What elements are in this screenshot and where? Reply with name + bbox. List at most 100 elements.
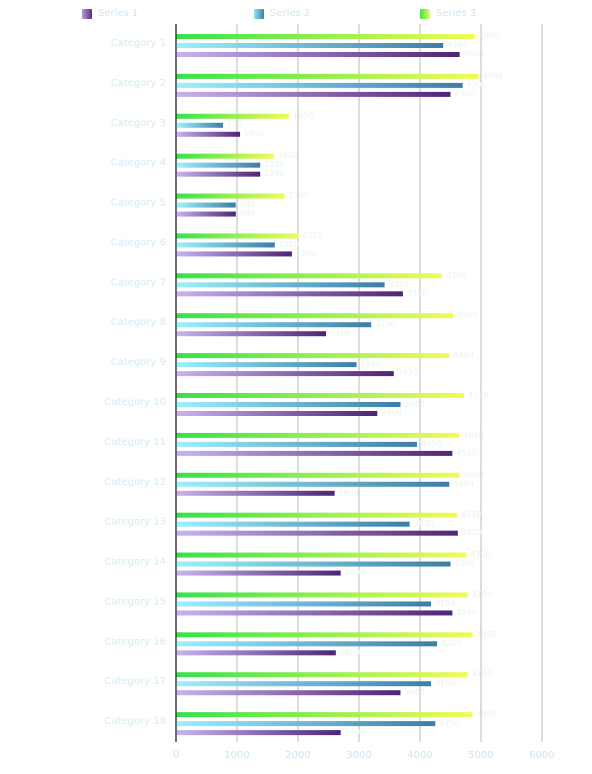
data-label: 4700 xyxy=(467,80,487,89)
bar-series-1-category-16 xyxy=(176,650,336,656)
category-label: Category 2 xyxy=(111,78,166,89)
data-label: 4500 xyxy=(455,89,475,98)
bar-series-3-category-15 xyxy=(176,592,468,598)
bar-series-1-category-12 xyxy=(176,490,335,496)
x-tick-label: 3000 xyxy=(346,750,371,761)
bar-series-3-category-3 xyxy=(176,113,289,119)
data-label: 4360 xyxy=(446,271,466,280)
legend-label-series-1: Series 1 xyxy=(98,8,139,19)
legend-swatch-series-2 xyxy=(254,8,264,19)
category-label: Category 16 xyxy=(104,636,166,647)
bar-series-3-category-1 xyxy=(176,34,475,39)
data-label: 1850 xyxy=(293,111,313,120)
gridlines xyxy=(175,24,543,742)
data-label: 2960 xyxy=(361,360,381,369)
bar-series-2-category-11 xyxy=(176,441,417,447)
category-label: Category 14 xyxy=(104,557,166,568)
legend: Series 1 Series 2 Series 3 xyxy=(0,8,592,26)
data-label: 3830 xyxy=(414,519,434,528)
data-label: 4540 xyxy=(457,311,477,320)
category-label: Category 1 xyxy=(111,38,166,49)
data-label: 3680 xyxy=(404,688,424,697)
data-label: 1900 xyxy=(296,249,316,258)
x-tick-label: 4000 xyxy=(407,750,432,761)
data-label: 4500 xyxy=(455,559,475,568)
data-label: 4960 xyxy=(483,71,503,80)
data-label: 1600 xyxy=(278,151,298,160)
bar-series-3-category-9 xyxy=(176,353,450,359)
data-label: 2460 xyxy=(330,329,350,338)
category-label: Category 7 xyxy=(111,277,166,288)
data-label: 980 xyxy=(240,200,255,209)
bars xyxy=(176,34,479,736)
data-label: 4250 xyxy=(439,719,459,728)
data-label: 1380 xyxy=(264,169,284,178)
bar-series-3-category-2 xyxy=(176,73,479,79)
category-label: Category 12 xyxy=(104,477,166,488)
bar-series-1-category-15 xyxy=(176,610,453,616)
data-label: 2700 xyxy=(345,728,365,737)
category-label: Category 17 xyxy=(104,676,166,687)
labels: 0 1000 2000 3000 4000 5000 6000490043804650Cat… xyxy=(104,32,554,762)
data-label: 4280 xyxy=(441,639,461,648)
bar-series-2-category-13 xyxy=(176,521,410,527)
x-tick-label: 2000 xyxy=(285,750,310,761)
bar-series-3-category-14 xyxy=(176,552,467,558)
legend-item-series-1: Series 1 xyxy=(82,8,138,19)
bar-series-2-category-5 xyxy=(176,202,236,208)
data-label: 1380 xyxy=(264,160,284,169)
category-label: Category 6 xyxy=(111,237,166,248)
data-label: 4480 xyxy=(453,479,473,488)
category-label: Category 8 xyxy=(111,317,166,328)
bar-series-2-category-12 xyxy=(176,481,450,487)
bar-series-1-category-8 xyxy=(176,331,327,337)
data-label: 4530 xyxy=(456,608,476,617)
data-label: 4620 xyxy=(462,528,482,537)
data-label: 4380 xyxy=(447,41,467,50)
data-label: 1780 xyxy=(289,191,309,200)
bar-series-3-category-6 xyxy=(176,233,299,239)
bar-series-3-category-11 xyxy=(176,432,460,438)
bar-series-1-category-2 xyxy=(176,91,451,97)
data-label: 980 xyxy=(240,209,255,218)
bar-series-3-category-17 xyxy=(176,672,468,678)
x-tick-label: 1000 xyxy=(224,750,249,761)
legend-label-series-3: Series 3 xyxy=(436,8,477,19)
bar-series-1-category-10 xyxy=(176,411,378,416)
data-label: 2620 xyxy=(340,648,360,657)
x-tick-label: 6000 xyxy=(529,750,554,761)
data-label: 3420 xyxy=(389,280,409,289)
data-label: 4720 xyxy=(468,391,488,400)
bar-series-2-category-16 xyxy=(176,641,438,647)
data-label: 4860 xyxy=(476,630,496,639)
legend-item-series-3: Series 3 xyxy=(420,8,476,19)
data-label: 3950 xyxy=(421,439,441,448)
data-label: 1620 xyxy=(279,240,299,249)
category-label: Category 3 xyxy=(111,118,166,129)
bar-series-3-category-18 xyxy=(176,712,473,718)
data-label: 1050 xyxy=(244,129,264,138)
data-label: 4780 xyxy=(472,670,492,679)
data-label: 4180 xyxy=(435,679,455,688)
bar-series-3-category-13 xyxy=(176,512,458,518)
bar-series-2-category-4 xyxy=(176,162,261,168)
bar-series-1-category-18 xyxy=(176,730,341,736)
bar-series-3-category-16 xyxy=(176,632,473,638)
legend-label-series-2: Series 2 xyxy=(270,8,311,19)
data-label: 3720 xyxy=(407,289,427,298)
data-label: 4650 xyxy=(464,50,484,59)
category-label: Category 13 xyxy=(104,517,166,528)
data-label: 4640 xyxy=(463,430,483,439)
bar-series-2-category-6 xyxy=(176,242,275,248)
bar-series-1-category-1 xyxy=(176,52,460,57)
bar-series-3-category-8 xyxy=(176,313,453,319)
data-label: 3570 xyxy=(398,369,418,378)
data-label: 4650 xyxy=(464,470,484,479)
bar-series-1-category-4 xyxy=(176,171,261,177)
data-label: 4780 xyxy=(472,590,492,599)
data-label: 3200 xyxy=(375,320,395,329)
bar-series-2-category-18 xyxy=(176,721,436,727)
x-tick-label: 5000 xyxy=(468,750,493,761)
